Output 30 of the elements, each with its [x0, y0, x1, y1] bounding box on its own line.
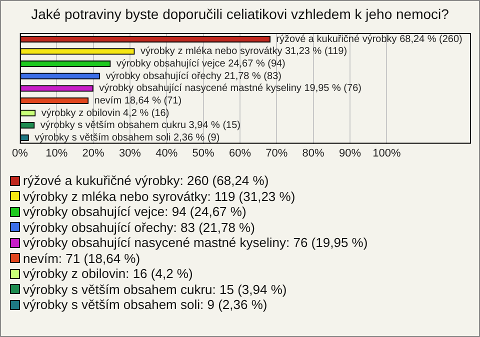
x-tick-label: 40% — [156, 147, 178, 160]
data-label: výrobky s větším obsahem cukru 3,94 % (15) — [40, 120, 240, 132]
x-tick-label: 10% — [46, 147, 68, 160]
text: výrobky z mléka nebo syrovátky: 119 (31,23 %) — [23, 188, 296, 204]
x-tick-label: 30% — [118, 147, 142, 160]
text: výrobky s větším obsahem soli: 9 (2,36 %) — [23, 297, 268, 312]
x-tick-label: 70% — [266, 147, 288, 160]
text: výrobky obsahující vejce: 94 (24,67 %) — [23, 204, 246, 220]
data-label: výrobky z mléka nebo syrovátky 31,23 % (119) — [140, 46, 348, 58]
chart-title: Jaké potraviny byste doporučili celiatikovi vzhledem k jeho nemoci? — [30, 6, 450, 22]
data-label: výrobky s větším obsahem soli 2,36 % (9) — [34, 132, 220, 144]
x-tick-label: 20% — [82, 147, 105, 160]
x-tick-label: 0% — [12, 147, 28, 160]
x-tick-label: 100% — [372, 147, 401, 160]
data-label: výrobky obsahující nasycené mastné kyseliny 19,95 % (76) — [99, 83, 362, 94]
text: rýžové a kukuřičné výrobky: 260 (68,24 %) — [23, 173, 269, 188]
data-label: rýžové a kukuřičné výrobky 68,24 % (260) — [276, 34, 462, 45]
text: výrobky z obilovin: 16 (4,2 %) — [23, 266, 193, 282]
data-label: výrobky obsahující vejce 24,67 % (94) — [116, 58, 286, 70]
text: výrobky obsahující ořechy: 83 (21,78 %) — [23, 220, 255, 235]
data-label: výrobky z obilovin 4,2 % (16) — [41, 108, 170, 119]
x-tick-label: 60% — [228, 147, 252, 160]
x-tick-label: 80% — [302, 147, 325, 160]
x-tick-label: 50% — [192, 147, 215, 160]
data-label: nevím 18,64 % (71) — [94, 95, 182, 106]
text: výrobky obsahující nasycené mastné kyseliny: 76 (19,95 %) — [23, 235, 368, 250]
text: výrobky s větším obsahem cukru: 15 (3,94 %) — [23, 282, 287, 297]
x-tick-label: 90% — [338, 147, 362, 160]
data-label: výrobky obsahující ořechy 21,78 % (83) — [106, 70, 282, 82]
text: nevím: 71 (18,64 %) — [23, 250, 140, 266]
